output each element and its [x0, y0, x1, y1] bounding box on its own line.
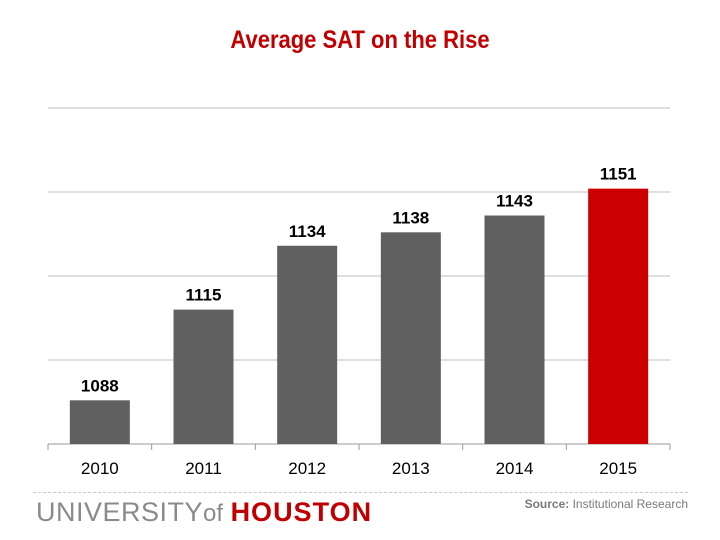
bar-2013 [380, 232, 441, 444]
bar-2010 [69, 400, 130, 444]
x-tick-label: 2014 [496, 459, 534, 478]
source-label: Source: [524, 497, 570, 511]
data-label: 1115 [186, 286, 222, 305]
data-label: 1088 [81, 376, 119, 395]
x-tick-label: 2010 [81, 459, 119, 478]
logo-of: of [203, 500, 224, 527]
chart-title: Average SAT on the Rise [230, 26, 490, 54]
footer-divider [33, 492, 688, 493]
logo-houston: HOUSTON [230, 497, 373, 527]
data-label: 1134 [289, 222, 326, 241]
data-label: 1138 [392, 208, 429, 227]
data-label: 1151 [600, 165, 637, 184]
source-text: Institutional Research [572, 497, 688, 511]
bar-2012 [277, 245, 338, 444]
x-tick-label: 2012 [288, 459, 326, 478]
x-tick-label: 2011 [185, 459, 222, 478]
x-tick-label: 2013 [392, 459, 430, 478]
bar-2015 [588, 188, 649, 444]
bar-2011 [173, 309, 234, 444]
bar-2014 [484, 215, 545, 444]
source-note: Source: Institutional Research [525, 497, 688, 511]
university-of-houston-logo: UNIVERSITYof HOUSTON [36, 497, 372, 528]
x-tick-label: 2015 [599, 459, 637, 478]
data-label: 1143 [496, 192, 533, 211]
logo-university: UNIVERSITY [36, 497, 204, 527]
